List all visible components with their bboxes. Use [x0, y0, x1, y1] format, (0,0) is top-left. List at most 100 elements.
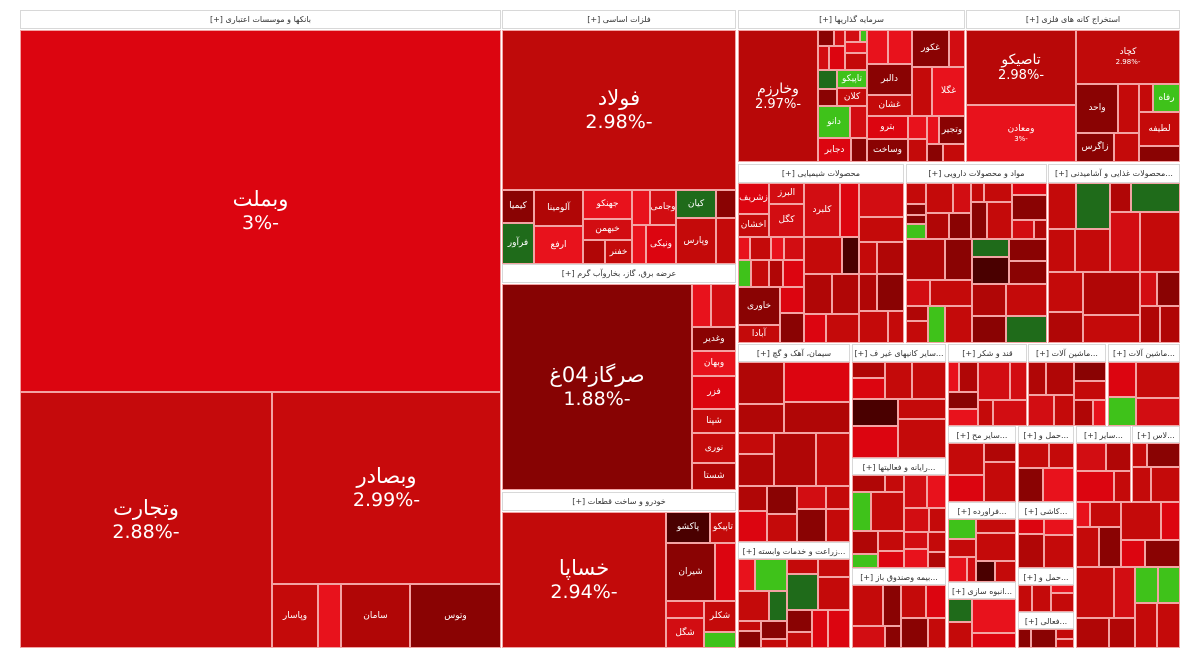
stock-tile[interactable]: زاگرس: [1076, 133, 1114, 162]
stock-tile[interactable]: [901, 585, 926, 618]
stock-tile[interactable]: [908, 139, 927, 162]
stock-tile[interactable]: [984, 462, 1016, 502]
stock-tile[interactable]: [1110, 183, 1131, 212]
stock-tile[interactable]: [1054, 395, 1074, 426]
sector-header-banks[interactable]: بانکها و موسسات اعتباری [+]: [20, 10, 501, 29]
stock-tile[interactable]: پاکشو: [666, 512, 710, 543]
stock-tile[interactable]: [995, 561, 1016, 582]
tile-sargaz[interactable]: صرگاز04غ -1.88%: [502, 284, 692, 490]
stock-tile[interactable]: [1108, 362, 1136, 397]
stock-tile[interactable]: [948, 475, 984, 502]
stock-tile[interactable]: [1135, 603, 1157, 648]
stock-tile[interactable]: [984, 183, 1012, 202]
stock-tile[interactable]: [852, 531, 878, 554]
stock-tile[interactable]: [948, 443, 984, 475]
stock-tile[interactable]: [906, 204, 926, 215]
stock-tile[interactable]: [906, 239, 945, 280]
stock-tile[interactable]: [1048, 183, 1076, 229]
stock-tile[interactable]: [1114, 471, 1131, 502]
stock-tile[interactable]: آلومینا: [534, 190, 583, 226]
stock-tile[interactable]: [1121, 502, 1161, 540]
stock-tile[interactable]: [1139, 146, 1180, 162]
stock-tile[interactable]: [904, 508, 929, 532]
stock-tile[interactable]: وبهان: [692, 351, 736, 376]
stock-tile[interactable]: [816, 433, 850, 486]
stock-tile[interactable]: [780, 287, 804, 313]
stock-tile[interactable]: [761, 621, 787, 639]
stock-tile[interactable]: [877, 274, 904, 311]
stock-tile[interactable]: [850, 106, 867, 138]
stock-tile[interactable]: [898, 399, 946, 419]
stock-tile[interactable]: جهنکو: [583, 190, 632, 219]
stock-tile[interactable]: [888, 311, 904, 343]
stock-tile[interactable]: [1056, 639, 1074, 648]
stock-tile[interactable]: [993, 400, 1027, 426]
sector-header-automotive[interactable]: خودرو و ساخت قطعات [+]: [502, 492, 736, 511]
stock-tile[interactable]: [632, 225, 646, 264]
stock-tile[interactable]: [755, 559, 787, 591]
stock-tile[interactable]: [834, 30, 845, 46]
stock-tile[interactable]: [878, 531, 904, 551]
stock-tile[interactable]: [945, 239, 972, 280]
stock-tile[interactable]: [972, 316, 1006, 343]
stock-tile[interactable]: [818, 577, 850, 610]
stock-tile[interactable]: [1076, 567, 1114, 618]
stock-tile[interactable]: [1140, 306, 1160, 343]
stock-tile[interactable]: [927, 144, 943, 162]
stock-tile[interactable]: [1009, 261, 1047, 284]
stock-tile[interactable]: [926, 213, 949, 239]
stock-tile[interactable]: [852, 426, 898, 458]
stock-tile[interactable]: خاوری: [738, 287, 780, 325]
stock-tile[interactable]: سامان: [341, 584, 410, 648]
stock-tile[interactable]: [1006, 284, 1047, 316]
stock-tile[interactable]: [842, 237, 859, 274]
stock-tile[interactable]: [1044, 519, 1074, 535]
stock-tile[interactable]: شپنا: [692, 409, 736, 433]
stock-tile[interactable]: [971, 202, 987, 239]
tile-tasiko[interactable]: تاصیکو -2.98%: [966, 30, 1076, 105]
tile-vkharazm[interactable]: وخارزم -2.97%: [738, 30, 818, 162]
stock-tile[interactable]: آبادا: [738, 325, 780, 343]
stock-tile[interactable]: [716, 190, 736, 218]
stock-tile[interactable]: [716, 218, 736, 264]
stock-tile[interactable]: [1132, 443, 1147, 467]
stock-tile[interactable]: [840, 183, 859, 237]
stock-tile[interactable]: [906, 183, 926, 204]
stock-tile[interactable]: [828, 610, 850, 648]
stock-tile[interactable]: [1076, 527, 1099, 567]
stock-tile[interactable]: [852, 475, 885, 492]
stock-tile[interactable]: [738, 591, 769, 621]
sector-header-investments[interactable]: سرمایه گذاریها [+]: [738, 10, 965, 29]
tile-vbsader[interactable]: وبصادر -2.99%: [272, 392, 501, 584]
stock-tile[interactable]: [738, 511, 767, 542]
stock-tile[interactable]: فرآور: [502, 223, 534, 264]
stock-tile[interactable]: [972, 239, 1009, 257]
stock-tile[interactable]: [787, 559, 818, 574]
stock-tile[interactable]: [1076, 443, 1106, 471]
stock-tile[interactable]: [987, 202, 1012, 239]
stock-tile[interactable]: [949, 213, 971, 239]
stock-tile[interactable]: [948, 599, 972, 622]
sector-header-pharma[interactable]: مواد و محصولات دارویی [+]: [906, 164, 1047, 183]
stock-tile[interactable]: [1093, 400, 1106, 426]
stock-tile[interactable]: [1051, 585, 1074, 593]
stock-tile[interactable]: دالبر: [867, 64, 912, 95]
stock-tile[interactable]: [878, 551, 904, 568]
stock-tile[interactable]: [783, 260, 804, 287]
stock-tile[interactable]: نوری: [692, 433, 736, 463]
stock-tile[interactable]: [715, 543, 736, 601]
sector-header-construction[interactable]: ...انبوه سازی [+]: [948, 582, 1016, 599]
stock-tile[interactable]: [943, 144, 965, 162]
stock-tile[interactable]: [859, 311, 888, 343]
stock-tile[interactable]: [1049, 443, 1074, 468]
sector-header-machinery[interactable]: ...ماشین آلات [+]: [1028, 344, 1106, 362]
sector-header-cement[interactable]: سیمان، آهک و گچ [+]: [738, 344, 850, 362]
stock-tile[interactable]: [1108, 397, 1136, 426]
stock-tile[interactable]: [826, 509, 850, 542]
stock-tile[interactable]: [771, 237, 784, 260]
stock-tile[interactable]: [945, 306, 972, 343]
stock-tile[interactable]: [751, 260, 769, 287]
stock-tile[interactable]: [972, 257, 1009, 284]
stock-tile[interactable]: [852, 399, 898, 426]
stock-tile[interactable]: غکور: [912, 30, 949, 67]
